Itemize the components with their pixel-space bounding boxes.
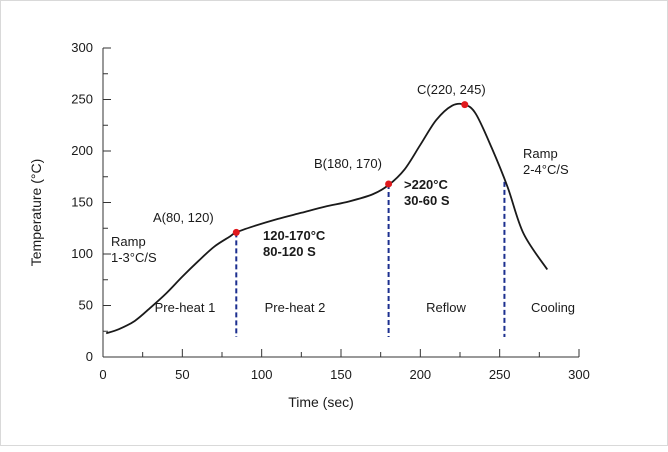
phase-dividers	[235, 181, 506, 337]
highlight-point-1	[232, 228, 240, 236]
x-tick-label: 0	[99, 367, 106, 382]
x-tick-label: 50	[175, 367, 189, 382]
y-tick-label: 0	[86, 349, 93, 364]
annotation-line: 2-4°C/S	[523, 162, 569, 177]
x-tick-label: 250	[489, 367, 511, 382]
annotation-line: Ramp	[111, 234, 146, 249]
annotation-1: Ramp 1-3°C/S	[111, 234, 157, 265]
y-tick-label: 50	[79, 298, 93, 313]
temperature-line	[105, 102, 549, 335]
x-tick-label: 150	[330, 367, 352, 382]
highlight-points	[232, 101, 469, 236]
x-tick-label: 200	[409, 367, 431, 382]
phase-label-3: Reflow	[426, 300, 466, 315]
axes: 0 50 100 150 200 250 300 0 50 100 150 200 250 300 Time…	[28, 40, 590, 410]
y-tick-label: 200	[71, 143, 93, 158]
highlight-point-2	[385, 180, 393, 188]
annotation-line: >220°C	[404, 177, 448, 192]
point-label-1: A(80, 120)	[153, 210, 214, 225]
phase-label-1: Pre-heat 1	[155, 300, 216, 315]
point-label-3: C(220, 245)	[417, 82, 486, 97]
y-tick-label: 100	[71, 246, 93, 261]
x-tick-label: 300	[568, 367, 590, 382]
annotation-line: 120-170°C	[263, 228, 326, 243]
annotation-3: >220°C 30-60 S	[404, 177, 450, 208]
chart-labels: A(80, 120) B(180, 170) C(220, 245) Pre-heat…	[111, 82, 575, 315]
x-tick-label: 100	[251, 367, 273, 382]
y-tick-label: 300	[71, 40, 93, 55]
annotation-4: Ramp 2-4°C/S	[523, 146, 569, 177]
annotation-line: Ramp	[523, 146, 558, 161]
phase-label-4: Cooling	[531, 300, 575, 315]
annotation-line: 30-60 S	[404, 193, 450, 208]
phase-label-2: Pre-heat 2	[265, 300, 326, 315]
x-axis-title: Time (sec)	[288, 394, 354, 410]
annotation-line: 1-3°C/S	[111, 250, 157, 265]
y-tick-label: 150	[71, 195, 93, 210]
temperature-curve	[105, 102, 549, 335]
y-axis-title: Temperature (°C)	[28, 159, 44, 267]
annotation-2: 120-170°C 80-120 S	[263, 228, 326, 259]
y-tick-label: 250	[71, 92, 93, 107]
point-label-2: B(180, 170)	[314, 156, 382, 171]
highlight-point-3	[461, 101, 469, 109]
annotation-line: 80-120 S	[263, 244, 316, 259]
